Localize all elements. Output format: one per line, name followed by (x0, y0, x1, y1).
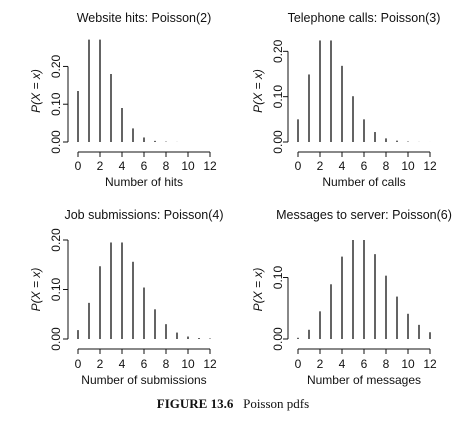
x-tick-label: 12 (423, 159, 437, 173)
chart-panel-2: Telephone calls: Poisson(3) 0 2 4 6 8 10 12 Numb… (251, 11, 440, 189)
figure-caption: FIGURE 13.6 Poisson pdfs (0, 396, 466, 412)
x-tick-label: 10 (401, 357, 415, 371)
chart-title: Website hits: Poisson(2) (77, 11, 212, 25)
x-tick-label: 10 (181, 159, 195, 173)
y-tick-label: 0.20 (271, 39, 285, 63)
x-tick-label: 12 (423, 357, 437, 371)
y-tick-label: 0.00 (49, 327, 63, 351)
y-axis-label: P(X = x) (251, 69, 265, 113)
x-tick-label: 0 (295, 357, 302, 371)
x-tick-label: 0 (75, 159, 82, 173)
x-tick-label: 2 (97, 357, 104, 371)
y-tick-label: 0.10 (271, 266, 285, 290)
y-tick-label: 0.00 (271, 130, 285, 154)
x-tick-label: 6 (141, 159, 148, 173)
x-tick-label: 10 (181, 357, 195, 371)
x-tick-label: 8 (163, 159, 170, 173)
x-tick-label: 12 (203, 357, 217, 371)
x-tick-label: 4 (339, 159, 346, 173)
x-axis-label: Number of submissions (81, 373, 206, 387)
chart-panel-3: Job submissions: Poisson(4) 0 2 4 6 8 10 12 Numb… (29, 208, 224, 387)
y-tick-label: 0.10 (49, 92, 63, 116)
x-tick-label: 0 (75, 357, 82, 371)
x-tick-label: 6 (361, 357, 368, 371)
y-axis-label: P(X = x) (29, 268, 43, 312)
x-axis-label: Number of hits (105, 175, 183, 189)
x-tick-label: 4 (119, 357, 126, 371)
x-tick-label: 0 (295, 159, 302, 173)
x-tick-label: 10 (401, 159, 415, 173)
x-tick-label: 8 (383, 159, 390, 173)
x-tick-label: 2 (317, 357, 324, 371)
chart-title: Job submissions: Poisson(4) (64, 208, 223, 222)
x-tick-label: 4 (339, 357, 346, 371)
y-tick-label: 0.10 (49, 277, 63, 301)
x-tick-label: 2 (317, 159, 324, 173)
figure-caption-text: Poisson pdfs (243, 396, 310, 411)
y-tick-label: 0.00 (271, 327, 285, 351)
y-tick-label: 0.20 (49, 228, 63, 252)
y-tick-label: 0.20 (49, 54, 63, 78)
chart-panel-4: Messages to server: Poisson(6) 0 2 4 6 8 10 12N… (251, 208, 452, 387)
y-tick-label: 0.10 (271, 85, 285, 109)
y-tick-label: 0.00 (49, 130, 63, 154)
x-tick-label: 6 (361, 159, 368, 173)
y-axis-label: P(X = x) (29, 69, 43, 113)
x-tick-label: 6 (141, 357, 148, 371)
x-axis-label: Number of calls (322, 175, 405, 189)
x-tick-label: 12 (203, 159, 217, 173)
y-axis-label: P(X = x) (251, 268, 265, 312)
x-tick-label: 4 (119, 159, 126, 173)
x-tick-label: 2 (97, 159, 104, 173)
figure-label: FIGURE 13.6 (156, 396, 234, 411)
x-axis-label: Number of messages (307, 373, 421, 387)
chart-title: Telephone calls: Poisson(3) (288, 11, 441, 25)
chart-title: Messages to server: Poisson(6) (276, 208, 452, 222)
chart-panel-1: Website hits: Poisson(2) 0 2 4 6 8 10 12 Number … (29, 11, 217, 189)
x-tick-label: 8 (383, 357, 390, 371)
x-tick-label: 8 (163, 357, 170, 371)
